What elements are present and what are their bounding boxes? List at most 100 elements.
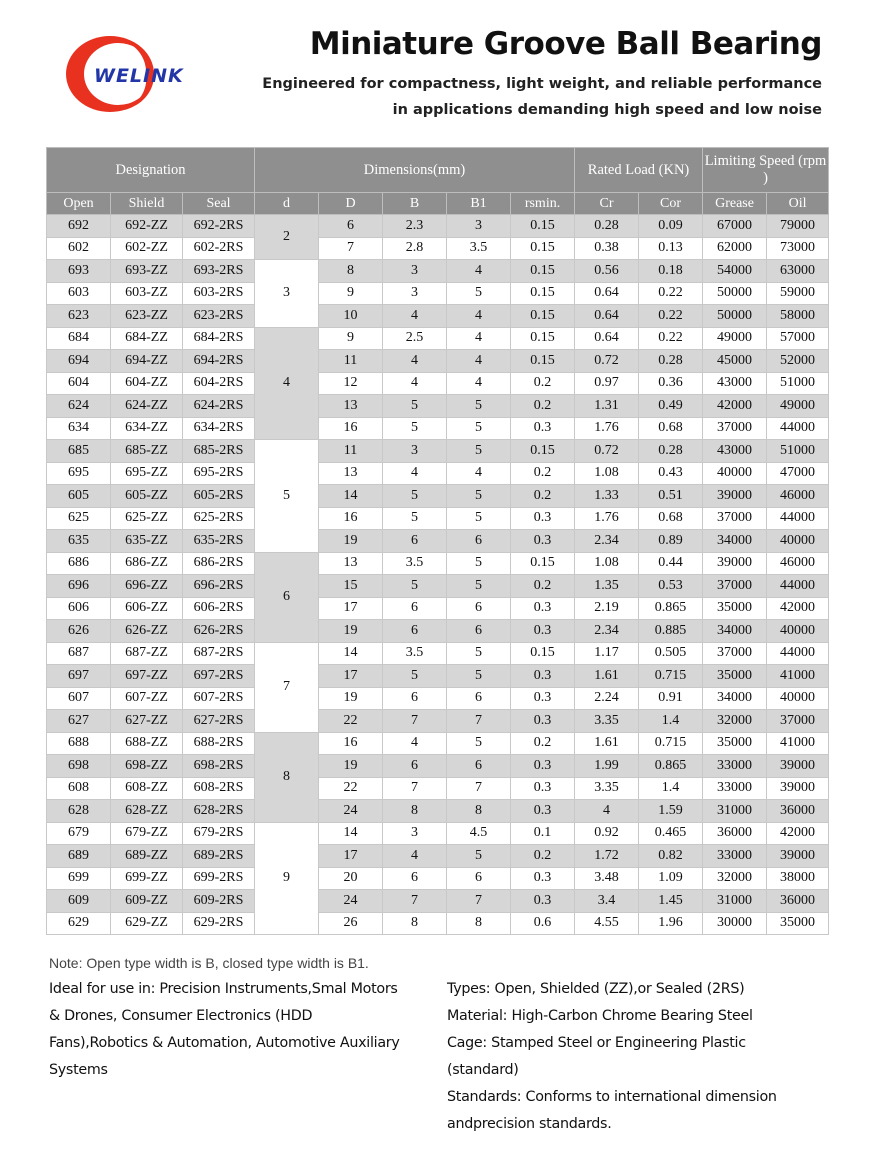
table-cell: 1.09 [638, 866, 704, 890]
table-cell: 626 [46, 619, 111, 643]
table-cell: 1.61 [574, 664, 640, 688]
table-row: 696 696-ZZ 696-2RS 15 5 5 0.2 1.35 0.53 37000 4400… [46, 574, 830, 598]
table-row: 608 608-ZZ 608-2RS 22 7 7 0.3 3.35 1.4 33000 39000 [46, 776, 830, 800]
table-row: 605 605-ZZ 605-2RS 14 5 5 0.2 1.33 0.51 39000 4600… [46, 484, 830, 508]
table-cell: 6 [446, 754, 512, 778]
table-cell: 2.19 [574, 596, 640, 620]
table-cell: 0.3 [510, 529, 576, 553]
table-cell: 0.505 [638, 641, 704, 665]
table-cell: 698 [46, 754, 111, 778]
table-cell: 0.22 [638, 326, 704, 350]
table-row: 692 692-ZZ 692-2RS 2 6 2.3 3 0.15 0.28 0.09 67000 7… [46, 214, 830, 260]
table-cell: 607 [46, 686, 111, 710]
table-cell: 685-ZZ [110, 439, 183, 463]
table-cell: 16 [318, 506, 384, 530]
table-cell: 6 [446, 619, 512, 643]
table-cell: 42000 [702, 394, 768, 418]
svg-text:WELINK: WELINK [94, 65, 184, 87]
table-cell: 34000 [702, 529, 768, 553]
table-cell: 44000 [766, 506, 830, 530]
table-row: 606 606-ZZ 606-2RS 17 6 6 0.3 2.19 0.865 35000 420… [46, 596, 830, 620]
table-cell: 0.15 [510, 304, 576, 328]
table-row: 624 624-ZZ 624-2RS 13 5 5 0.2 1.31 0.49 42000 4900… [46, 394, 830, 418]
table-cell: 35000 [702, 731, 768, 755]
table-cell: 6 [382, 596, 448, 620]
table-cell: 696-2RS [181, 574, 256, 598]
table-cell: 5 [446, 484, 512, 508]
table-row: 625 625-ZZ 625-2RS 16 5 5 0.3 1.76 0.68 37000 4400… [46, 506, 830, 530]
table-cell: 684-ZZ [110, 326, 183, 350]
table-cell: 626-ZZ [110, 619, 183, 643]
table-cell: 5 [446, 506, 512, 530]
table-cell: 37000 [702, 641, 768, 665]
table-cell: 3.35 [574, 776, 640, 800]
table-cell: 7 [382, 709, 448, 733]
table-cell: 0.15 [510, 326, 576, 350]
table-cell: 0.3 [510, 686, 576, 710]
table-cell: 0.18 [638, 259, 704, 283]
table-cell: 51000 [766, 371, 830, 395]
table-row: 628 628-ZZ 628-2RS 24 8 8 0.3 4 1.59 31000 36000 [46, 799, 830, 823]
table-cell: 5 [382, 506, 448, 530]
table-cell: 692-2RS [181, 214, 256, 238]
table-row: 634 634-ZZ 634-2RS 16 5 5 0.3 1.76 0.68 37000 4400… [46, 416, 830, 440]
table-cell: 3 [382, 281, 448, 305]
table-note: Note: Open type width is B, closed type … [49, 955, 369, 971]
bearing-spec-table: Designation Dimensions(mm) Rated Load (K… [45, 147, 830, 935]
table-cell: 0.715 [638, 731, 704, 755]
table-cell: 5 [446, 731, 512, 755]
table-cell: 5 [446, 664, 512, 688]
table-cell: 6 [446, 596, 512, 620]
table-cell: 1.17 [574, 641, 640, 665]
bore-d-cell: 6 [254, 551, 320, 643]
table-cell: 0.865 [638, 754, 704, 778]
header-limiting-speed: Limiting Speed (rpm ) [702, 147, 830, 193]
table-cell: 35000 [766, 911, 830, 935]
table-cell: 5 [446, 416, 512, 440]
table-cell: 605 [46, 484, 111, 508]
table-cell: 695 [46, 461, 111, 485]
table-cell: 17 [318, 596, 384, 620]
column-header: Cor [638, 192, 704, 215]
table-cell: 635-ZZ [110, 529, 183, 553]
table-cell: 0.51 [638, 484, 704, 508]
table-cell: 3 [382, 439, 448, 463]
table-cell: 30000 [702, 911, 768, 935]
table-cell: 628-2RS [181, 799, 256, 823]
table-cell: 13 [318, 461, 384, 485]
table-cell: 22 [318, 709, 384, 733]
table-cell: 4 [382, 844, 448, 868]
table-row: 602 602-ZZ 602-2RS 7 2.8 3.5 0.15 0.38 0.13 62000… [46, 236, 830, 260]
column-header: B1 [446, 192, 512, 215]
table-cell: 685-2RS [181, 439, 256, 463]
table-cell: 0.43 [638, 461, 704, 485]
table-cell: 627-ZZ [110, 709, 183, 733]
column-header: Seal [181, 192, 256, 215]
table-cell: 24 [318, 889, 384, 913]
table-cell: 0.15 [510, 259, 576, 283]
table-cell: 3.4 [574, 889, 640, 913]
table-cell: 0.3 [510, 889, 576, 913]
table-cell: 50000 [702, 281, 768, 305]
table-cell: 5 [446, 439, 512, 463]
table-cell: 50000 [702, 304, 768, 328]
table-cell: 608 [46, 776, 111, 800]
table-cell: 0.15 [510, 349, 576, 373]
table-cell: 54000 [702, 259, 768, 283]
table-cell: 4 [446, 349, 512, 373]
table-row: 629 629-ZZ 629-2RS 26 8 8 0.6 4.55 1.96 30000 3500… [46, 911, 830, 935]
table-cell: 46000 [766, 484, 830, 508]
table-cell: 0.3 [510, 776, 576, 800]
table-cell: 1.76 [574, 506, 640, 530]
table-cell: 0.465 [638, 821, 704, 845]
table-cell: 40000 [702, 461, 768, 485]
table-cell: 1.96 [638, 911, 704, 935]
table-cell: 0.2 [510, 461, 576, 485]
table-cell: 628 [46, 799, 111, 823]
table-cell: 686 [46, 551, 111, 575]
table-cell: 635-2RS [181, 529, 256, 553]
table-cell: 17 [318, 664, 384, 688]
table-cell: 40000 [766, 619, 830, 643]
table-row: 684 684-ZZ 684-2RS 4 9 2.5 4 0.15 0.64 0.22 49000 5… [46, 326, 830, 440]
table-row: 603 603-ZZ 603-2RS 9 3 5 0.15 0.64 0.22 50000 5900… [46, 281, 830, 305]
